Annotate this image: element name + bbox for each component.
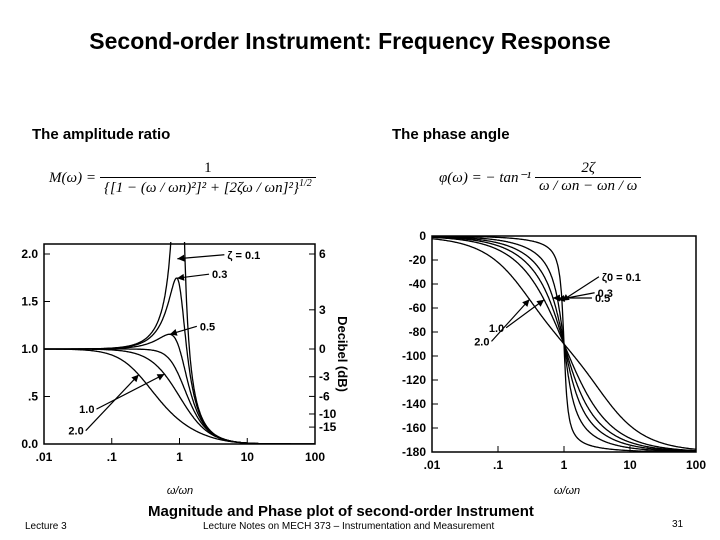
ph-y-tick-label: -160 [402, 421, 426, 435]
phase-plot: .01 .1 1 10 100 0 -20 -40 -60 -80 -100 -120 -140 -160… [402, 229, 706, 497]
ph-y-tick-label: -180 [402, 445, 426, 459]
mag-annotation-zeta-2-leader [85, 374, 140, 432]
mag-annotation-zeta-0_1-label: ζ = 0.1 [227, 250, 260, 262]
mag-x-tick-label: .01 [36, 450, 53, 464]
decibel-axis-label: Decibel (dB) [335, 316, 350, 392]
mag-x-tick-label: 10 [241, 450, 255, 464]
mag-annotation-zeta-0_3-arrowhead [177, 273, 185, 281]
mag-curve-zeta-2 [44, 348, 315, 444]
phase-denominator: ω / ωn − ωn / ω [538, 178, 638, 194]
ph-annotation-zeta-1-label: 1.0 [489, 323, 504, 335]
amplitude-ratio-heading: The amplitude ratio [32, 126, 171, 143]
phase-equation: φ(ω) = − tan⁻¹ 2ζ ω / ωn − ωn / ω [438, 160, 642, 195]
magnitude-equation: M(ω) = 1 {[1 − (ω / ωn)²]² + [2ζω / ωn]²… [48, 160, 316, 197]
magnitude-numerator: 1 [99, 160, 316, 178]
mag-annotation-zeta-2-arrowhead [131, 374, 139, 383]
mag-curve-zeta-1 [44, 348, 315, 444]
mag-annotation-zeta-1-arrowhead [156, 374, 165, 381]
mag-annotation-zeta-0_3-label: 0.3 [212, 269, 227, 281]
figure-caption: Magnitude and Phase plot of second-order… [148, 503, 534, 520]
mag-annotation-zeta-0_1-arrowhead [177, 254, 185, 262]
ph-y-tick-label: -40 [409, 277, 427, 291]
ph-annotation-zeta-2-arrowhead [522, 299, 530, 307]
mag-y-tick-label: 1.0 [21, 342, 38, 356]
mag-annotation-zeta-1-leader [96, 373, 165, 410]
ph-x-tick-label: 10 [623, 458, 637, 472]
ph-x-tick-label: .01 [424, 458, 441, 472]
ph-annotation-zeta-2-leader [491, 298, 530, 342]
mag-x-tick-label: 1 [176, 450, 183, 464]
footer-page-number: 31 [672, 519, 684, 530]
ph-annotation-zeta-0_5-label: 0.5 [595, 293, 610, 305]
ph-x-tick-label: 100 [686, 458, 706, 472]
ph-annotation-zeta-0_3-label: 0.3 [598, 288, 613, 300]
ph-annotation-zeta-0_1-label: ζ0 = 0.1 [602, 272, 641, 284]
phase-angle-heading: The phase angle [392, 126, 510, 143]
ph-annotation-zeta-1-leader [505, 299, 545, 329]
mag-annotation-zeta-0_1-leader [177, 254, 225, 260]
mag-x-tick-label: 100 [305, 450, 325, 464]
ph-y-tick-label: -120 [402, 373, 426, 387]
ph-x-tick-label: 1 [561, 458, 568, 472]
db-tick-label: 0 [319, 342, 326, 356]
ph-y-tick-label: -60 [409, 301, 427, 315]
ph-y-tick-label: -80 [409, 325, 427, 339]
phase-lhs: φ(ω) = − tan⁻¹ [439, 170, 531, 186]
footer-lecture: Lecture 3 [25, 521, 67, 532]
ph-y-tick-label: -140 [402, 397, 426, 411]
mag-curve-zeta-0_5 [44, 333, 315, 444]
ph-y-tick-label: 0 [419, 229, 426, 243]
magnitude-x-axis-label: ω/ωn [167, 485, 193, 497]
ph-y-tick-label: -20 [409, 253, 427, 267]
magnitude-lhs: M(ω) = [49, 170, 96, 186]
db-tick-label: 3 [319, 303, 326, 317]
phase-x-axis-label: ω/ωn [554, 485, 580, 497]
db-tick-label: 6 [319, 247, 326, 261]
db-tick-label: -10 [319, 407, 337, 421]
ph-annotation-zeta-2-label: 2.0 [474, 336, 489, 348]
magnitude-denominator: {[1 − (ω / ωn)²]² + [2ζω / ωn]²} [103, 180, 299, 196]
mag-y-tick-label: 1.5 [21, 295, 38, 309]
slide-title: Second-order Instrument: Frequency Respo… [89, 28, 611, 54]
mag-annotation-zeta-0_5-label: 0.5 [200, 321, 215, 333]
ph-annotation-zeta-0_1-leader [561, 276, 600, 302]
mag-annotation-zeta-1-label: 1.0 [79, 404, 94, 416]
db-tick-label: -6 [319, 389, 330, 403]
mag-curve-zeta-0_3 [44, 277, 315, 444]
ph-annotation-zeta-1-arrowhead [536, 299, 545, 307]
footer-course-notes: Lecture Notes on MECH 373 – Instrumentat… [203, 521, 495, 532]
mag-y-tick-label: 0.0 [21, 437, 38, 451]
ph-y-tick-label: -100 [402, 349, 426, 363]
magnitude-plot: .01 .1 1 10 100 0.0 .5 1.0 1.5 2.0 6 3 0 -3 -6 -10-15 ζ… [21, 242, 350, 497]
phase-numerator: 2ζ [534, 160, 642, 178]
mag-y-tick-label: 2.0 [21, 247, 38, 261]
mag-y-tick-label: .5 [28, 390, 38, 404]
mag-annotation-zeta-0_5-arrowhead [169, 328, 178, 336]
db-tick-label: -3 [319, 370, 330, 384]
ph-curve-zeta-2 [432, 238, 696, 450]
mag-x-tick-label: .1 [107, 450, 117, 464]
magnitude-exponent: 1/2 [298, 178, 312, 189]
ph-x-tick-label: .1 [493, 458, 503, 472]
ph-annotation-zeta-0_5-arrowhead [552, 294, 560, 302]
mag-annotation-zeta-2-label: 2.0 [68, 426, 83, 438]
db-tick-label: -15 [319, 420, 337, 434]
